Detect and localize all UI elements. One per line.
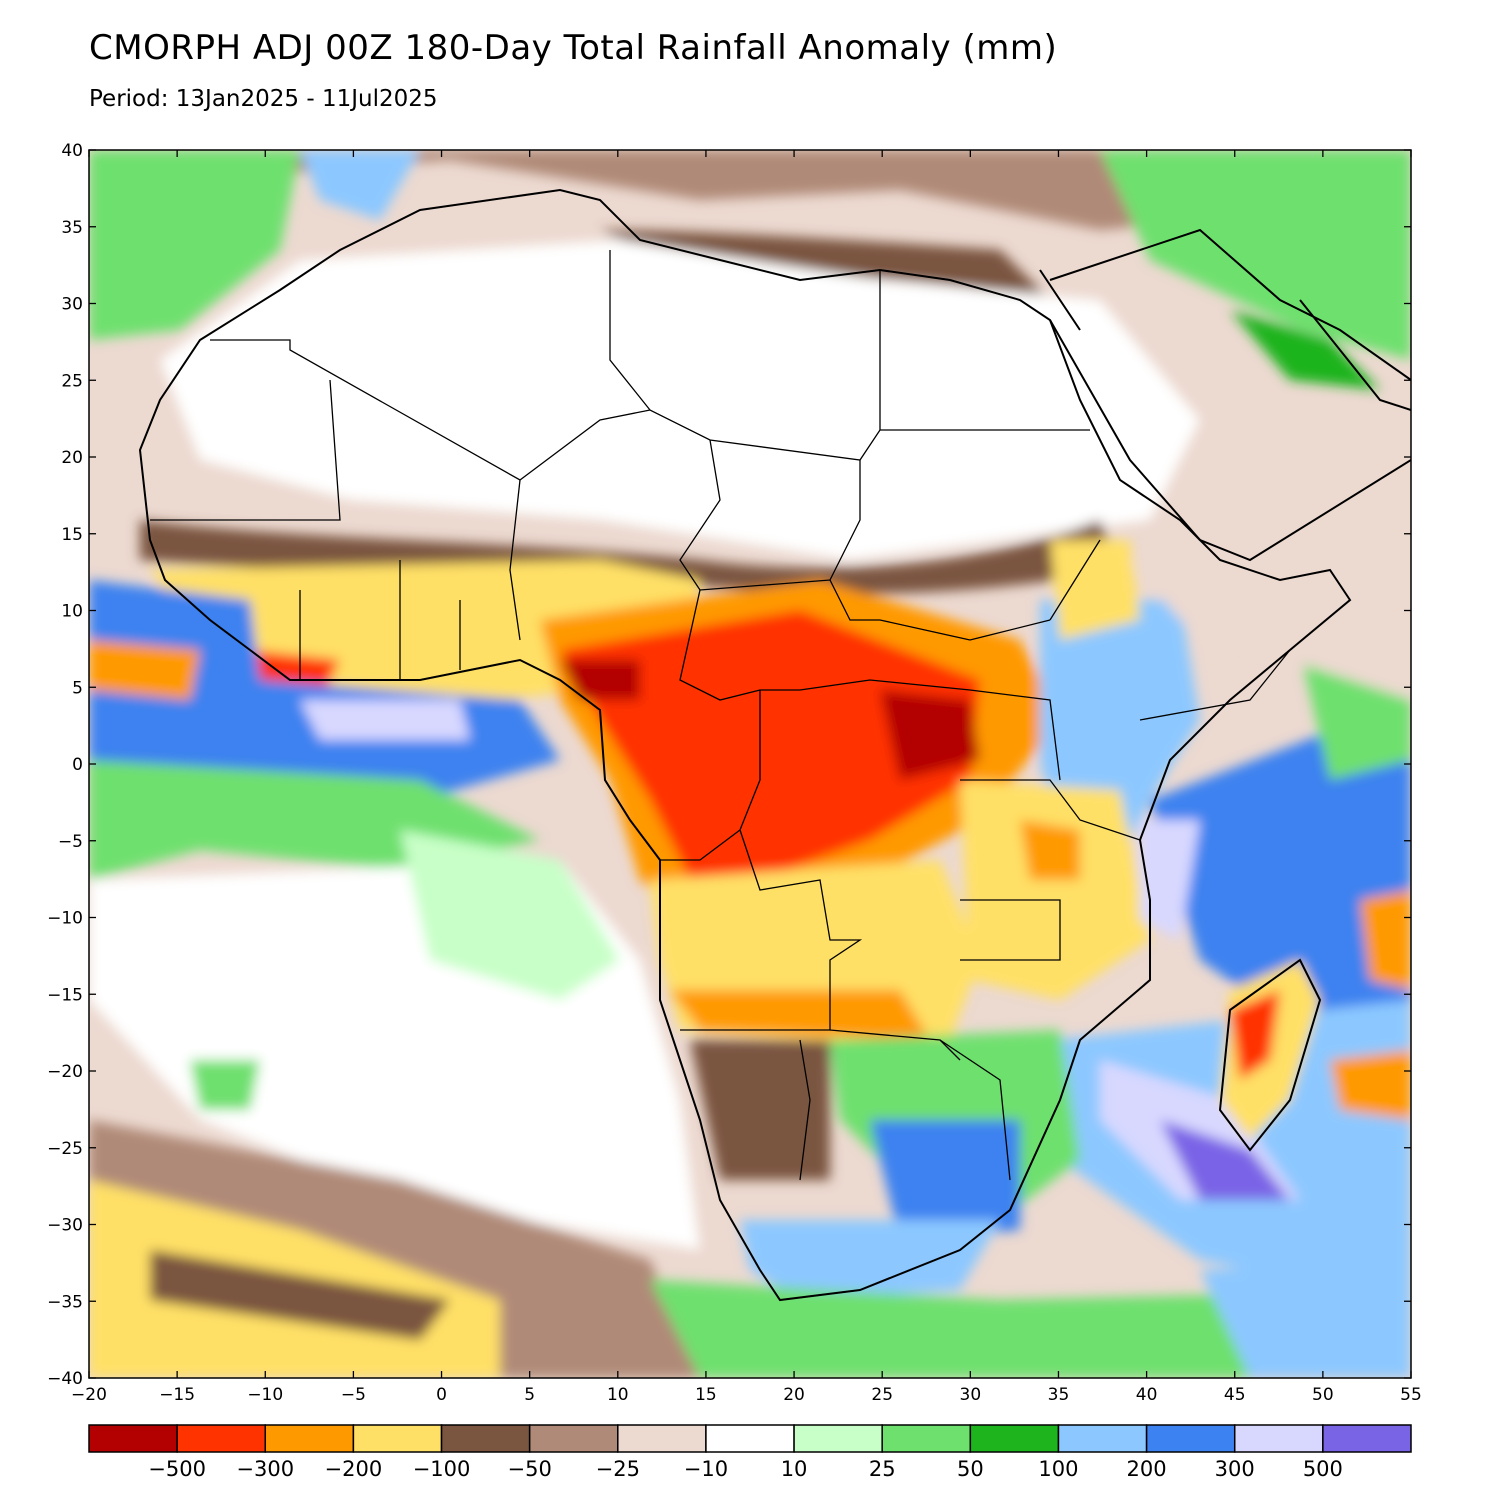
- colorbar-label: −500: [148, 1457, 206, 1481]
- lat-tick-label: −30: [47, 1216, 83, 1236]
- colorbar-label: 100: [1038, 1457, 1078, 1481]
- colorbar-swatch: [793, 1424, 883, 1453]
- colorbar-label: −300: [236, 1457, 294, 1481]
- lon-tick-label: −5: [341, 1385, 366, 1405]
- lon-tick-label: −20: [71, 1385, 107, 1405]
- lon-tick-label: 35: [1048, 1385, 1070, 1405]
- colorbar-label: 300: [1215, 1457, 1255, 1481]
- map-title: CMORPH ADJ 00Z 180-Day Total Rainfall An…: [89, 28, 1058, 68]
- colorbar-label: −10: [684, 1457, 728, 1481]
- colorbar-swatch: [881, 1424, 972, 1453]
- colorbar-swatch: [1233, 1424, 1324, 1453]
- lon-tick-label: 25: [871, 1385, 893, 1405]
- lat-tick-label: −20: [47, 1062, 83, 1082]
- colorbar-label: 50: [957, 1457, 984, 1481]
- colorbar-label: −25: [596, 1457, 640, 1481]
- colorbar-label: 10: [781, 1457, 808, 1481]
- lat-tick-label: −40: [47, 1369, 83, 1389]
- lat-tick-label: −15: [47, 985, 83, 1005]
- coastline-lines: [138, 188, 1411, 1302]
- lat-tick-label: 20: [61, 448, 83, 468]
- colorbar-swatch: [705, 1424, 795, 1453]
- lat-tick-label: 5: [72, 678, 83, 698]
- lat-tick-label: −25: [47, 1139, 83, 1159]
- lat-tick-label: 40: [61, 141, 83, 161]
- country-borders: [150, 250, 1291, 1181]
- colorbar-swatch: [1057, 1424, 1148, 1453]
- colorbar-swatch: [264, 1424, 355, 1453]
- lat-tick-label: −10: [47, 909, 83, 929]
- lon-tick-label: 10: [607, 1385, 629, 1405]
- lon-tick-label: −15: [159, 1385, 195, 1405]
- lon-tick-label: 15: [695, 1385, 717, 1405]
- lon-tick-label: 5: [524, 1385, 535, 1405]
- lat-tick-label: 25: [61, 371, 83, 391]
- lon-tick-label: 45: [1224, 1385, 1246, 1405]
- colorbar-swatch: [1145, 1424, 1236, 1453]
- colorbar-label: −200: [325, 1457, 383, 1481]
- lon-tick-label: 40: [1136, 1385, 1158, 1405]
- lon-tick-label: 0: [436, 1385, 447, 1405]
- colorbar-label: 200: [1127, 1457, 1167, 1481]
- colorbar-swatch: [969, 1424, 1060, 1453]
- colorbar-swatch: [176, 1424, 267, 1453]
- colorbar-swatch: [617, 1424, 707, 1453]
- colorbar-label: 25: [869, 1457, 896, 1481]
- colorbar-swatch: [1322, 1424, 1412, 1453]
- map-period: Period: 13Jan2025 - 11Jul2025: [89, 86, 438, 112]
- lon-tick-label: 30: [960, 1385, 982, 1405]
- colorbar-label: −100: [413, 1457, 471, 1481]
- lat-tick-label: 15: [61, 525, 83, 545]
- lat-tick-label: 10: [61, 602, 83, 622]
- lat-tick-label: 30: [61, 295, 83, 315]
- colorbar-label: 500: [1303, 1457, 1343, 1481]
- lon-tick-label: −10: [247, 1385, 283, 1405]
- colorbar-label: −50: [508, 1457, 552, 1481]
- axis-ticks: −20 −15 −10 −5 0 5 10 15 20 25 30 35 40 45 50 554035302…: [47, 141, 1422, 1405]
- colorbar-swatch: [440, 1424, 531, 1453]
- lon-tick-label: 55: [1400, 1385, 1422, 1405]
- lon-tick-label: 20: [783, 1385, 805, 1405]
- lat-tick-label: −35: [47, 1292, 83, 1312]
- colorbar-swatch: [528, 1424, 619, 1453]
- lon-tick-label: 50: [1312, 1385, 1334, 1405]
- colorbar-swatch: [352, 1424, 443, 1453]
- lat-tick-label: −5: [58, 832, 83, 852]
- colorbar-swatch: [88, 1424, 178, 1453]
- anomaly-field: [89, 150, 1411, 1378]
- colorbar: −500 −300 −200 −100 −50 −25 −10 10 25 50 100 200 300…: [88, 1424, 1412, 1481]
- lat-tick-label: 0: [72, 755, 83, 775]
- lat-tick-label: 35: [61, 218, 83, 238]
